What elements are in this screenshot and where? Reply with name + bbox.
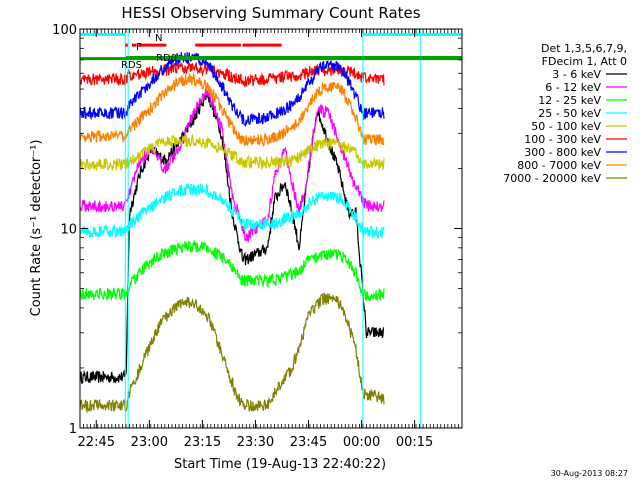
x-tick-label-5: 00:00 xyxy=(343,435,380,450)
legend-header-line-2: FDecim 1, Att 0 xyxy=(542,55,627,68)
series-line-5 xyxy=(80,60,385,87)
flag-label-0: N xyxy=(155,33,162,44)
chart-title: HESSI Observing Summary Count Rates xyxy=(121,4,420,22)
x-tick-label-1: 23:00 xyxy=(131,435,168,450)
flag-label-3: RDS xyxy=(121,60,142,71)
x-tick-label-6: 00:15 xyxy=(396,435,433,450)
legend: Det 1,3,5,6,7,9, FDecim 1, Att 0 3 - 6 k… xyxy=(503,42,627,185)
x-tick-label-0: 22:45 xyxy=(78,435,115,450)
flags-layer xyxy=(80,32,462,61)
legend-label-1: 6 - 12 keV xyxy=(545,81,601,94)
axes-layer: 22:45 23:00 23:15 23:30 23:45 00:00 00:15 1 10 10… xyxy=(52,23,463,450)
flag-label-1: F xyxy=(136,42,142,53)
legend-label-0: 3 - 6 keV xyxy=(552,68,601,81)
series-line-2 xyxy=(80,240,385,302)
series-line-8 xyxy=(80,292,385,414)
y-tick-label-0: 1 xyxy=(69,422,77,437)
generation-timestamp: 30-Aug-2013 08:27 xyxy=(551,469,628,478)
x-tick-label-3: 23:30 xyxy=(237,435,274,450)
series-line-1 xyxy=(80,86,385,243)
legend-label-6: 300 - 800 keV xyxy=(524,146,601,159)
flag-label-2: RD0 xyxy=(156,53,177,64)
x-tick-label-2: 23:15 xyxy=(184,435,221,450)
y-tick-label-1: 10 xyxy=(60,223,77,238)
legend-label-2: 12 - 25 keV xyxy=(538,94,601,107)
series-line-3 xyxy=(80,182,385,240)
x-axis-label: Start Time (19-Aug-13 22:40:22) xyxy=(174,457,386,472)
legend-label-4: 50 - 100 keV xyxy=(531,120,601,133)
series-line-6 xyxy=(80,52,385,128)
legend-label-7: 800 - 7000 keV xyxy=(517,159,601,172)
legend-label-8: 7000 - 20000 keV xyxy=(503,172,601,185)
y-axis-label: Count Rate (s⁻¹ detector⁻¹) xyxy=(29,140,44,317)
x-tick-label-4: 23:45 xyxy=(290,435,327,450)
legend-header-line-1: Det 1,3,5,6,7,9, xyxy=(541,42,627,55)
series-line-4 xyxy=(80,133,385,172)
y-tick-label-2: 100 xyxy=(52,23,77,38)
markers-layer xyxy=(124,29,421,428)
series-line-7 xyxy=(80,71,385,147)
series-layer xyxy=(80,52,385,414)
legend-label-5: 100 - 300 keV xyxy=(524,133,601,146)
legend-label-3: 25 - 50 keV xyxy=(538,107,601,120)
